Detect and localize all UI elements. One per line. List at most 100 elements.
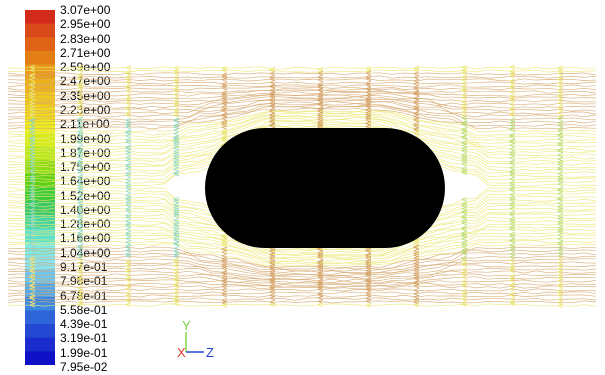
streamline-arrow — [76, 230, 84, 236]
streamline-arrow — [460, 88, 468, 94]
streamline-arrow — [508, 172, 516, 178]
streamline-arrow — [364, 271, 372, 277]
streamline-arrow — [460, 156, 468, 162]
streamline-arrow — [508, 127, 516, 133]
streamline — [7, 243, 597, 267]
streamline-arrow — [508, 159, 516, 165]
streamline-arrow — [268, 74, 276, 80]
streamline-arrow — [412, 275, 420, 281]
streamline-arrow — [364, 76, 372, 82]
colorbar-label: 1.40e+00 — [60, 202, 111, 217]
streamline-arrow — [124, 133, 132, 139]
streamline-arrow — [508, 238, 516, 244]
streamline-arrow — [172, 166, 180, 172]
streamline-arrow — [28, 278, 36, 284]
streamline-arrow — [460, 130, 468, 136]
streamline-arrow — [124, 65, 132, 70]
streamline-arrow — [76, 220, 84, 226]
streamline-arrow — [316, 285, 324, 290]
streamline-arrow — [412, 100, 420, 106]
streamline-arrow — [172, 145, 180, 151]
streamline-arrow — [172, 113, 180, 118]
streamline-arrow — [124, 83, 132, 89]
streamline-arrow — [76, 217, 84, 223]
streamline-arrow — [172, 131, 180, 137]
colorbar-label: 2.35e+00 — [60, 88, 111, 103]
streamline-arrow — [412, 75, 420, 80]
streamline-arrow — [76, 194, 84, 200]
streamline-arrow — [124, 79, 132, 85]
streamline-arrow — [76, 140, 84, 146]
streamline-arrow — [76, 81, 84, 87]
streamline-arrow — [124, 302, 132, 308]
streamline-arrow — [28, 257, 36, 263]
streamline-arrow — [268, 264, 276, 270]
streamline-arrow — [460, 250, 468, 256]
streamline-arrow — [412, 302, 420, 308]
streamline-arrow — [268, 289, 276, 295]
streamline-arrow — [364, 112, 372, 118]
streamline-arrow — [268, 302, 276, 307]
streamline-arrow — [220, 136, 228, 141]
streamline-arrow — [412, 81, 420, 87]
streamline-arrow — [220, 81, 228, 87]
streamline-arrow — [124, 110, 132, 116]
streamline-arrow — [268, 118, 276, 124]
streamline-arrow — [28, 111, 36, 116]
streamline-arrow — [28, 275, 36, 281]
streamline-arrow — [412, 99, 420, 104]
streamline-arrow — [364, 70, 372, 76]
streamline — [7, 66, 597, 70]
streamline — [7, 288, 597, 292]
streamline-arrow — [172, 77, 180, 83]
streamline-arrow — [220, 264, 228, 269]
streamline-arrow — [556, 303, 564, 309]
streamline-arrow — [364, 82, 372, 88]
streamline-arrow — [460, 236, 468, 242]
streamline-arrow — [412, 283, 420, 289]
colorbar-label: 2.47e+00 — [60, 74, 111, 89]
streamline-arrow — [220, 83, 228, 89]
streamline-arrow — [124, 206, 132, 212]
streamline-arrow — [556, 89, 564, 95]
streamline-arrow — [556, 241, 564, 247]
streamline-arrow — [508, 201, 516, 206]
streamline-arrow — [316, 290, 324, 296]
streamline-arrow — [460, 197, 468, 202]
z-axis-label: Z — [206, 345, 214, 360]
streamline — [7, 122, 597, 157]
streamline-arrow — [556, 201, 564, 206]
streamline-arrow — [268, 83, 276, 89]
streamline — [7, 219, 597, 254]
colorbar-label: 2.83e+00 — [60, 31, 111, 46]
streamline-arrow — [172, 286, 180, 292]
streamline-arrow — [556, 136, 564, 142]
streamline-arrow — [124, 173, 132, 178]
streamline-arrow — [172, 83, 180, 89]
streamline-arrow — [220, 85, 228, 91]
streamline-arrow — [508, 146, 516, 152]
streamline-arrow — [412, 84, 420, 90]
streamline-arrow — [556, 225, 564, 231]
streamline-arrow — [508, 73, 516, 79]
colorbar-label: 1.52e+00 — [60, 188, 111, 203]
streamline-arrow — [268, 103, 276, 109]
streamline-arrow — [28, 261, 36, 267]
streamline-arrow — [124, 253, 132, 259]
streamline-arrow — [76, 226, 84, 232]
streamline-arrow — [76, 129, 84, 134]
streamline-arrow — [28, 268, 36, 274]
streamline-arrow — [556, 71, 564, 76]
streamline-arrow — [220, 112, 228, 117]
streamline-arrow — [460, 154, 468, 160]
streamline-arrow — [556, 128, 564, 134]
streamline-arrow — [364, 248, 372, 254]
streamline-arrow — [556, 216, 564, 221]
streamline-arrow — [508, 247, 516, 253]
streamline-arrow — [508, 155, 516, 161]
streamline-arrow — [556, 116, 564, 122]
streamline-arrow — [28, 286, 36, 292]
streamline-arrow — [556, 176, 564, 182]
streamline-arrow — [268, 283, 276, 289]
colorbar-label: 1.16e+00 — [60, 231, 111, 246]
